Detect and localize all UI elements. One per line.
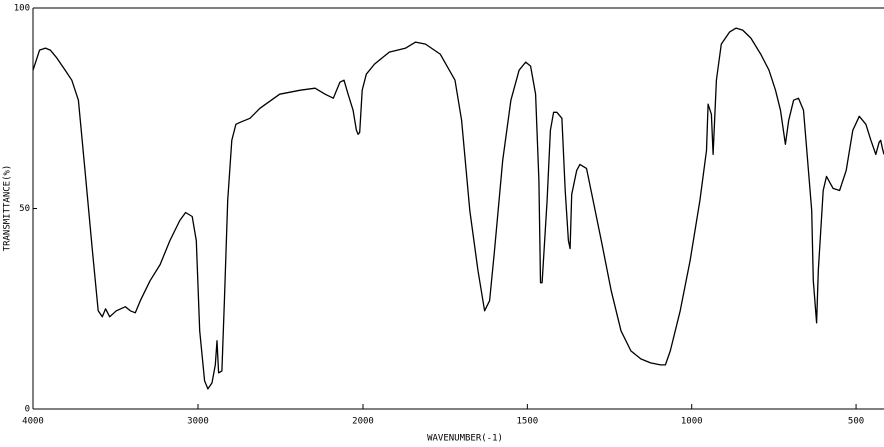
y-tick-label: 100 [14, 4, 30, 14]
y-tick-label: 50 [19, 204, 30, 214]
x-tick-label: 3000 [187, 417, 209, 427]
spectrum-line [32, 27, 884, 390]
x-tick-label: 2000 [352, 417, 374, 427]
x-tick-label: 4000 [22, 417, 44, 427]
x-tick-label: 1000 [681, 417, 703, 427]
x-axis-label: WAVENUMBER(-1) [427, 434, 503, 444]
y-axis-label: TRANSMITTANCE(%) [3, 165, 13, 252]
x-tick-label: 1500 [517, 417, 539, 427]
x-tick-label: 500 [848, 417, 864, 427]
y-tick-label: 0 [25, 405, 30, 415]
